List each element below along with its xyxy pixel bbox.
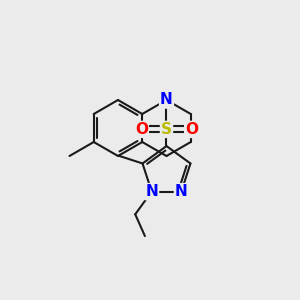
Text: S: S bbox=[161, 122, 172, 137]
Text: O: O bbox=[135, 122, 148, 137]
Text: N: N bbox=[160, 92, 173, 107]
Text: N: N bbox=[175, 184, 188, 199]
Text: O: O bbox=[185, 122, 198, 137]
Text: N: N bbox=[145, 184, 158, 199]
